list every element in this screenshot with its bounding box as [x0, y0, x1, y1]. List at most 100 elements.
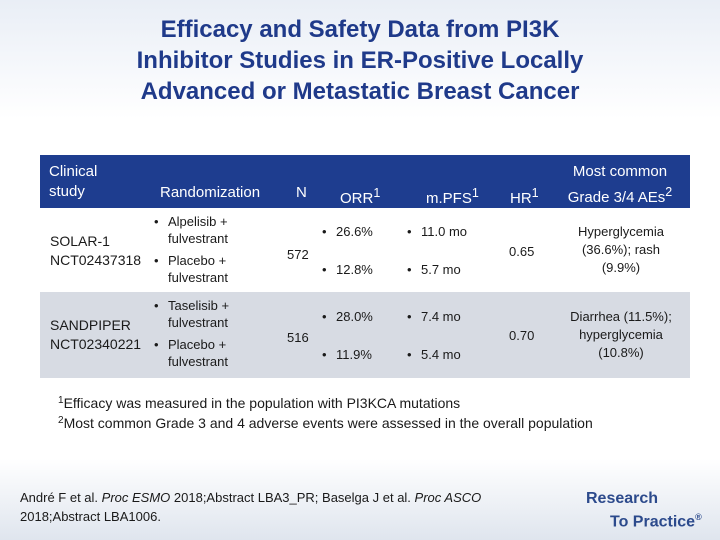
- header-study-line2: study: [49, 183, 85, 200]
- bullet-icon: •: [407, 309, 412, 324]
- footnote-2-mark: 2: [58, 415, 64, 426]
- row1-orr-arm1: • 26.6%: [322, 223, 373, 240]
- row2-n: 516: [287, 330, 309, 345]
- row1-pfs-arm1-value: 11.0 mo: [421, 224, 468, 239]
- row2-pfs-arm2: • 5.4 mo: [407, 346, 461, 363]
- research-to-practice-logo: Research To Practice®: [586, 489, 706, 531]
- title-line-1: Efficacy and Safety Data from PI3K: [160, 16, 560, 43]
- row2-arm1: • Taselisib + fulvestrant: [154, 297, 284, 331]
- row1-arm2-line2: fulvestrant: [168, 270, 228, 285]
- bullet-icon: •: [322, 309, 327, 324]
- row1-study-name: SOLAR-1: [50, 233, 110, 249]
- footnote-2: 2Most common Grade 3 and 4 adverse event…: [58, 412, 593, 432]
- footnote-1-mark: 1: [58, 395, 64, 406]
- row2-ae: Diarrhea (11.5%); hyperglycemia (10.8%): [552, 308, 690, 362]
- header-hr-label: HR: [510, 190, 532, 207]
- row2-arm2-line2: fulvestrant: [168, 354, 228, 369]
- row2-orr-arm1-value: 28.0%: [336, 309, 373, 324]
- row2-ae-line1: Diarrhea (11.5%);: [570, 309, 672, 324]
- footnote-1: 1Efficacy was measured in the population…: [58, 392, 460, 412]
- bullet-icon: •: [322, 262, 327, 277]
- row1-orr-arm2: • 12.8%: [322, 261, 373, 278]
- slide-title: Efficacy and Safety Data from PI3K Inhib…: [60, 14, 660, 107]
- header-ae-sup: 2: [665, 185, 673, 199]
- row1-arm2-line1: Placebo +: [168, 253, 227, 268]
- title-line-2: Inhibitor Studies in ER-Positive Locally: [136, 47, 584, 74]
- row2-study: SANDPIPER NCT02340221: [50, 316, 141, 354]
- footnote-2-text: Most common Grade 3 and 4 adverse events…: [63, 415, 593, 431]
- header-most-common-ae: Most common Grade 3/4 AEs2: [552, 162, 688, 208]
- logo-line1: Research: [586, 490, 659, 507]
- row1-study-id: NCT02437318: [50, 252, 142, 268]
- header-orr: ORR1: [340, 183, 380, 209]
- row2-orr-arm1: • 28.0%: [322, 308, 373, 325]
- bullet-icon: •: [407, 224, 412, 239]
- bullet-icon: •: [154, 253, 159, 268]
- header-mpfs-sup: 1: [471, 186, 479, 200]
- row1-arm1-line1: Alpelisib +: [168, 214, 228, 229]
- header-study-line1: Clinical: [49, 163, 98, 180]
- bullet-icon: •: [154, 214, 159, 229]
- row2-pfs-arm2-value: 5.4 mo: [421, 347, 461, 362]
- citation-part3: 2018;Abstract LBA1006.: [20, 509, 161, 524]
- bullet-icon: •: [407, 347, 412, 362]
- row2-ae-line2: hyperglycemia: [579, 327, 663, 342]
- citation: André F et al. Proc ESMO 2018;Abstract L…: [20, 488, 520, 526]
- citation-journal1: Proc ESMO: [101, 490, 171, 505]
- row2-pfs-arm1: • 7.4 mo: [407, 308, 461, 325]
- row1-n: 572: [287, 247, 309, 262]
- table-row: SOLAR-1 NCT02437318 • Alpelisib + fulves…: [40, 208, 690, 292]
- header-orr-sup: 1: [373, 186, 381, 200]
- row2-study-id: NCT02340221: [50, 336, 142, 352]
- row2-pfs-arm1-value: 7.4 mo: [421, 309, 461, 324]
- header-hr-sup: 1: [531, 186, 539, 200]
- registered-mark-icon: ®: [695, 512, 702, 522]
- header-mpfs-label: m.PFS: [426, 190, 472, 207]
- header-n: N: [296, 184, 307, 201]
- header-ae-line1: Most common: [572, 163, 668, 180]
- row2-arm2: • Placebo + fulvestrant: [154, 336, 284, 370]
- row1-pfs-arm1: • 11.0 mo: [407, 223, 467, 240]
- citation-journal2: Proc ASCO: [414, 490, 482, 505]
- header-mpfs: m.PFS1: [426, 183, 479, 209]
- row1-arm1: • Alpelisib + fulvestrant: [154, 213, 284, 247]
- row2-arm1-line1: Taselisib +: [168, 298, 230, 313]
- row2-ae-line3: (10.8%): [598, 345, 644, 360]
- row1-ae-line2: (36.6%); rash: [581, 242, 661, 257]
- header-hr: HR1: [510, 183, 539, 209]
- header-randomization: Randomization: [160, 184, 261, 201]
- row1-ae-line1: Hyperglycemia: [578, 224, 664, 239]
- logo-line2-text: To Practice: [610, 513, 696, 531]
- row1-arm2: • Placebo + fulvestrant: [154, 252, 284, 286]
- table-row: SANDPIPER NCT02340221 • Taselisib + fulv…: [40, 292, 690, 378]
- citation-part1: André F et al.: [20, 490, 102, 505]
- row1-pfs-arm2-value: 5.7 mo: [421, 262, 461, 277]
- logo-line2: To Practice®: [586, 508, 706, 531]
- header-orr-label: ORR: [340, 190, 374, 207]
- row2-arm1-line2: fulvestrant: [168, 315, 228, 330]
- header-ae-line2: Grade 3/4 AEs2: [552, 182, 688, 208]
- row2-orr-arm2-value: 11.9%: [336, 347, 372, 362]
- footnote-1-text: Efficacy was measured in the population …: [63, 395, 461, 411]
- title-line-3: Advanced or Metastatic Breast Cancer: [140, 78, 580, 105]
- bullet-icon: •: [154, 298, 159, 313]
- citation-part2: 2018;Abstract LBA3_PR; Baselga J et al.: [170, 490, 415, 505]
- row1-study: SOLAR-1 NCT02437318: [50, 232, 141, 270]
- row2-arm2-line1: Placebo +: [168, 337, 227, 352]
- bullet-icon: •: [154, 337, 159, 352]
- row1-orr-arm1-value: 26.6%: [336, 224, 373, 239]
- row1-arm1-line2: fulvestrant: [168, 231, 228, 246]
- table-header: Clinical study Randomization N ORR1 m.PF…: [40, 155, 690, 208]
- row1-ae: Hyperglycemia (36.6%); rash (9.9%): [552, 223, 690, 277]
- row1-pfs-arm2: • 5.7 mo: [407, 261, 461, 278]
- bullet-icon: •: [322, 347, 327, 362]
- row2-study-name: SANDPIPER: [50, 317, 131, 333]
- row2-orr-arm2: • 11.9%: [322, 346, 372, 363]
- bullet-icon: •: [407, 262, 412, 277]
- row1-hr: 0.65: [509, 244, 535, 259]
- row2-hr: 0.70: [509, 328, 535, 343]
- row1-ae-line3: (9.9%): [601, 260, 641, 275]
- bullet-icon: •: [322, 224, 327, 239]
- row1-orr-arm2-value: 12.8%: [336, 262, 373, 277]
- header-ae-line2-text: Grade 3/4 AEs: [567, 189, 666, 206]
